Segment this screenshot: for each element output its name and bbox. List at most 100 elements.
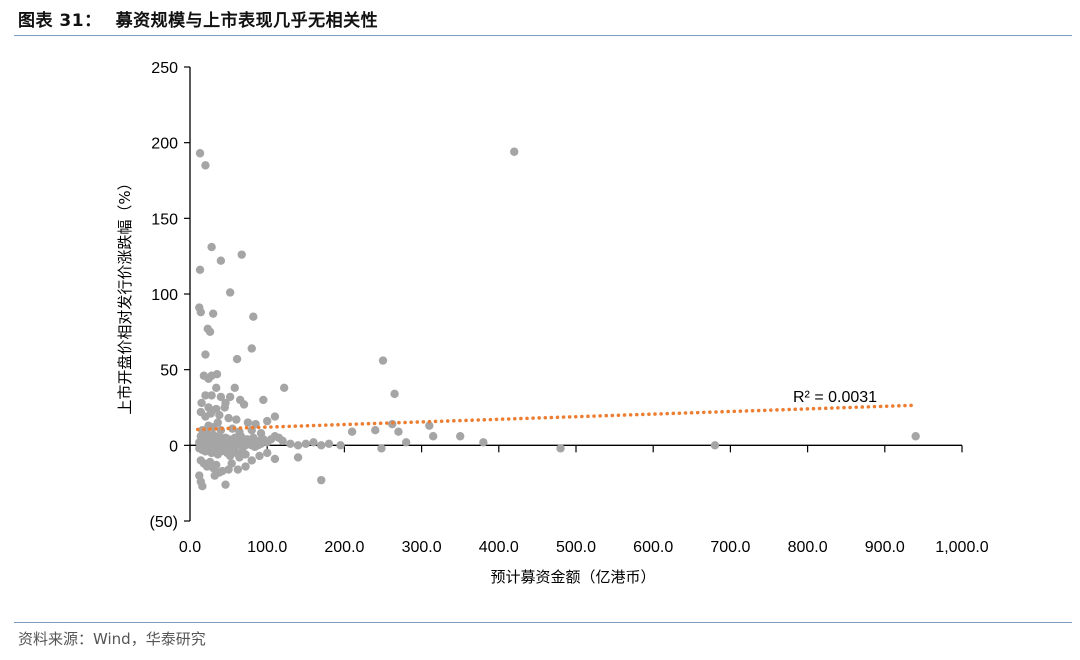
data-point [221,480,230,489]
data-point [293,453,303,462]
trendline [195,403,918,432]
scatter-chart: (50) 0 50 100 150 200 250 0.0 100.0 200.0 300.0 400… [116,60,989,586]
data-point [213,418,222,427]
data-point [207,242,216,252]
bottom-divider [14,622,1072,623]
x-tick-label: 800.0 [788,539,828,556]
data-point [347,427,357,436]
x-tick-label: 200.0 [324,539,364,556]
data-point [205,327,215,337]
data-point [279,383,289,393]
data-point [201,391,210,400]
data-point [428,432,438,441]
data-point [201,161,210,170]
data-point [317,475,326,485]
source-note: 资料来源：Wind，华泰研究 [18,630,206,648]
data-point [230,383,239,393]
data-point [425,421,434,430]
data-point [377,444,386,453]
data-point [212,383,221,393]
x-tick-label: 400.0 [479,539,519,556]
data-point [479,438,488,447]
data-point [286,439,295,449]
data-point [247,456,256,465]
data-point [225,392,235,402]
data-point [317,441,326,450]
figure-label: 图表 31： [18,11,102,31]
data-point [220,403,229,412]
x-tick-label: 600.0 [633,539,673,556]
y-tick-label: 200 [151,136,178,153]
data-point [215,410,224,420]
data-point [263,448,272,458]
data-point [270,412,280,421]
data-point [249,312,258,321]
figure-title: 图表 31： 募资规模与上市表现几乎无相关性 [18,6,378,31]
data-point [390,389,399,399]
data-point [259,395,268,405]
data-point [241,450,250,459]
data-point [216,392,226,402]
data-point [224,413,233,423]
data-point [207,391,216,400]
data-point [556,444,565,453]
data-point [378,356,388,365]
data-point [293,441,303,450]
y-tick-label: 0 [169,438,178,455]
x-axis-label: 预计募资金额（亿港币） [490,568,655,586]
data-point [237,250,246,259]
x-tick-label: 0.0 [179,539,201,556]
y-tick-label: 150 [151,211,178,228]
data-point [212,460,221,470]
r-squared-label: R² = 0.0031 [793,389,877,406]
figure-title-text: 募资规模与上市表现几乎无相关性 [115,11,379,31]
data-point [195,265,205,274]
data-point [196,307,206,317]
data-point [247,344,256,353]
data-point [206,409,216,418]
data-point [208,309,218,318]
data-point [911,432,920,441]
plot-area: (50) 0 50 100 150 200 250 0.0 100.0 200.0 300.0 400… [150,60,989,556]
data-point [456,432,465,441]
data-point [204,374,213,383]
data-point [233,465,243,474]
y-tick-label: 50 [160,363,178,380]
data-point [239,400,249,409]
data-point [195,149,205,158]
data-point [394,427,403,436]
data-point [256,439,266,449]
data-point [710,441,720,450]
x-tick-label: 300.0 [402,539,442,556]
data-point [336,441,345,450]
x-tick-label: 700.0 [710,539,750,556]
data-point [210,471,219,480]
data-point [201,350,210,359]
data-point [197,398,206,408]
data-point [241,462,250,471]
y-axis-label: 上市开盘价相对发行价涨跌幅（%） [116,175,134,414]
x-tick-label: 900.0 [865,539,905,556]
data-point [401,438,411,447]
y-tick-label: 100 [151,287,178,304]
data-point [224,465,233,474]
data-point [301,439,310,449]
data-point [225,288,235,297]
data-point [232,354,242,364]
x-tick-label: 100.0 [247,539,287,556]
top-divider [14,35,1072,36]
y-tick-label: (50) [150,514,178,531]
y-tick-label: 250 [151,60,178,77]
data-point [278,436,287,445]
x-tick-label: 1,000.0 [935,539,988,556]
data-point [371,426,380,435]
data-point [243,418,253,427]
data-point [270,454,280,464]
data-point [510,147,519,156]
data-point [255,451,264,461]
data-point [324,439,334,449]
data-point [198,481,207,491]
data-point [216,256,226,265]
data-point [309,438,318,447]
data-point [232,415,241,424]
